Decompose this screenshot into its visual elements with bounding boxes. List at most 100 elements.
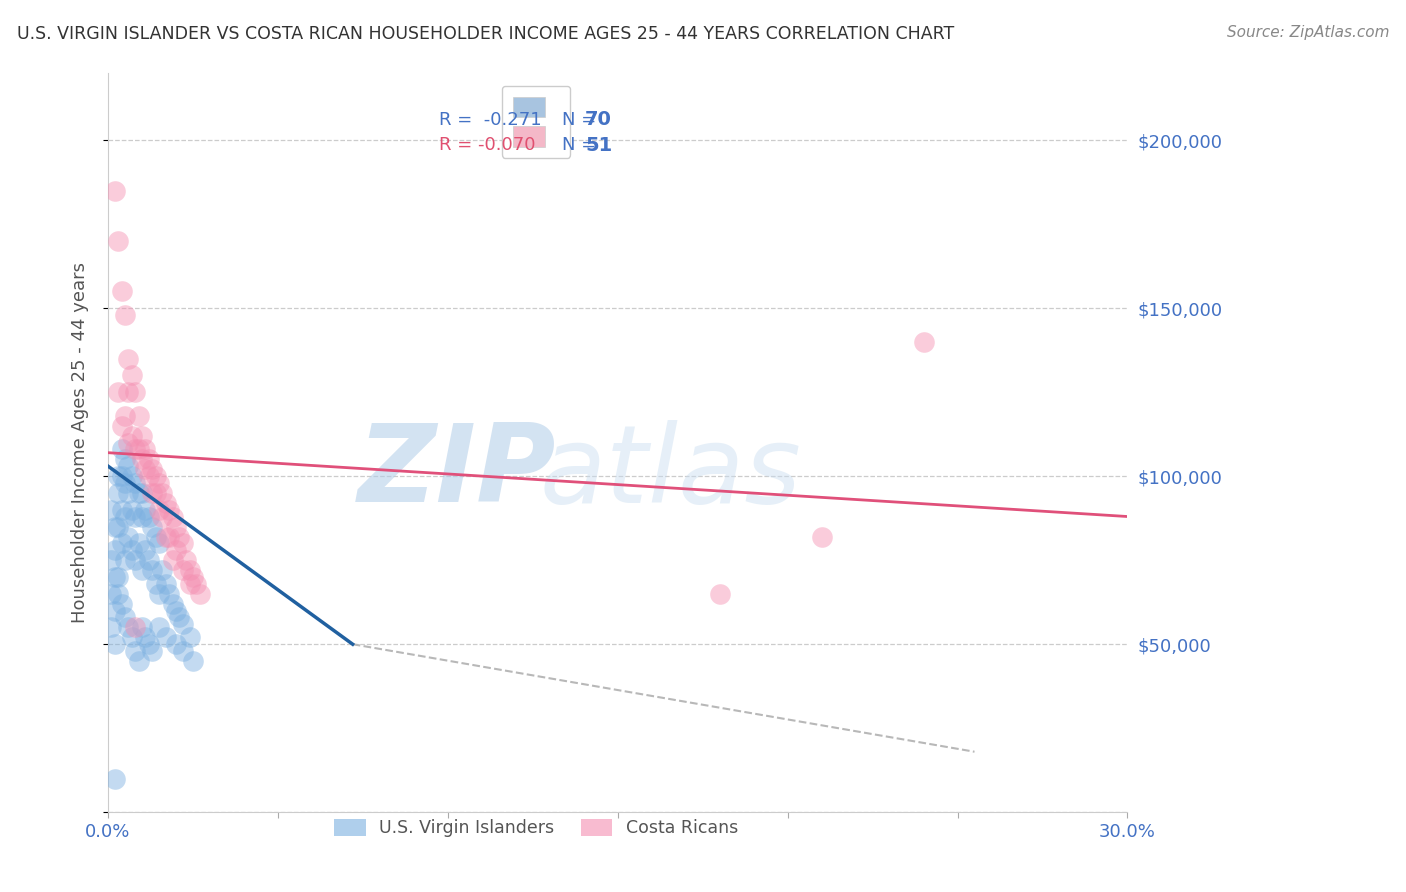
Point (131, 509, 153, 524)
Point (155, 576, 177, 591)
Text: ZIP: ZIP (359, 419, 557, 525)
Point (124, 509, 146, 524)
Point (131, 563, 153, 577)
Point (121, 469, 143, 483)
Point (124, 475, 146, 490)
Point (117, 435, 139, 450)
Point (179, 631, 201, 645)
Point (117, 459, 139, 474)
Y-axis label: Householder Income Ages 25 - 44 years: Householder Income Ages 25 - 44 years (72, 262, 89, 624)
Point (145, 469, 167, 483)
Point (172, 617, 194, 632)
Point (148, 620, 170, 634)
Point (107, 519, 129, 533)
Point (141, 486, 163, 500)
Point (100, 587, 122, 601)
Point (148, 475, 170, 490)
Point (114, 452, 136, 467)
Point (155, 631, 177, 645)
Point (141, 519, 163, 533)
Point (114, 409, 136, 423)
Point (114, 610, 136, 624)
Point (148, 587, 170, 601)
Point (117, 385, 139, 400)
Point (181, 570, 204, 584)
Point (121, 368, 143, 383)
Point (157, 503, 180, 517)
Point (134, 543, 156, 558)
Point (131, 486, 153, 500)
Text: U.S. VIRGIN ISLANDER VS COSTA RICAN HOUSEHOLDER INCOME AGES 25 - 44 YEARS CORREL: U.S. VIRGIN ISLANDER VS COSTA RICAN HOUS… (17, 25, 955, 43)
Point (107, 587, 129, 601)
Point (121, 503, 143, 517)
Point (145, 530, 167, 544)
Point (810, 530, 832, 544)
Point (114, 475, 136, 490)
Text: R = -0.070: R = -0.070 (439, 136, 536, 154)
Text: 51: 51 (585, 136, 613, 155)
Point (110, 503, 132, 517)
Point (128, 654, 150, 668)
Point (100, 503, 122, 517)
Point (157, 530, 180, 544)
Point (148, 503, 170, 517)
Point (128, 536, 150, 550)
Point (145, 576, 167, 591)
Point (134, 442, 156, 457)
Point (107, 486, 129, 500)
Point (110, 285, 132, 299)
Point (104, 570, 127, 584)
Point (172, 536, 194, 550)
Point (141, 563, 163, 577)
Point (107, 234, 129, 248)
Point (165, 604, 187, 618)
Point (141, 644, 163, 658)
Point (150, 486, 173, 500)
Point (128, 442, 150, 457)
Point (148, 536, 170, 550)
Point (162, 597, 184, 611)
Point (107, 385, 129, 400)
Point (188, 587, 211, 601)
Point (124, 553, 146, 567)
Point (134, 503, 156, 517)
Point (174, 553, 197, 567)
Point (179, 563, 201, 577)
Point (121, 631, 143, 645)
Point (124, 442, 146, 457)
Point (110, 418, 132, 433)
Point (104, 543, 127, 558)
Point (107, 570, 129, 584)
Point (134, 631, 156, 645)
Point (121, 543, 143, 558)
Point (169, 530, 191, 544)
Point (121, 429, 143, 443)
Point (124, 620, 146, 634)
Point (162, 509, 184, 524)
Point (141, 462, 163, 476)
Point (104, 184, 127, 198)
Legend: U.S. Virgin Islanders, Costa Ricans: U.S. Virgin Islanders, Costa Ricans (328, 812, 745, 844)
Text: Source: ZipAtlas.com: Source: ZipAtlas.com (1226, 25, 1389, 40)
Text: atlas: atlas (540, 419, 801, 524)
Point (131, 429, 153, 443)
Point (104, 772, 127, 786)
Point (124, 644, 146, 658)
Point (107, 469, 129, 483)
Point (709, 587, 731, 601)
Point (104, 604, 127, 618)
Point (117, 530, 139, 544)
Point (117, 351, 139, 366)
Point (165, 543, 187, 558)
Point (114, 308, 136, 322)
Point (114, 553, 136, 567)
Point (104, 519, 127, 533)
Point (179, 576, 201, 591)
Point (155, 530, 177, 544)
Text: 70: 70 (585, 110, 612, 129)
Point (117, 486, 139, 500)
Point (186, 576, 208, 591)
Point (100, 620, 122, 634)
Point (110, 597, 132, 611)
Point (117, 620, 139, 634)
